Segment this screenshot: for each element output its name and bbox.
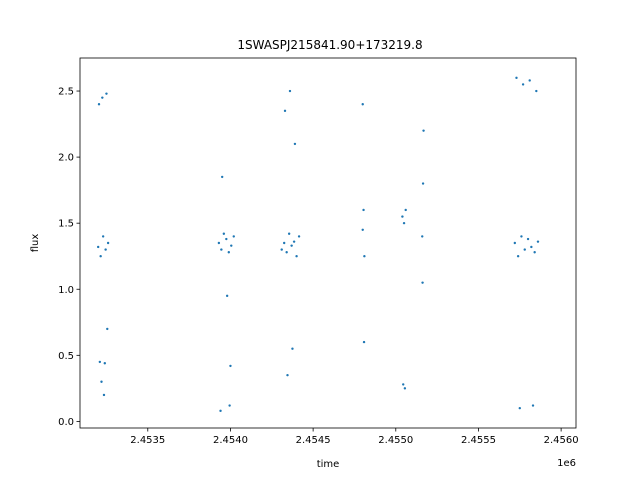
data-point xyxy=(101,235,105,238)
data-point xyxy=(105,92,108,95)
data-point xyxy=(535,89,538,93)
data-point xyxy=(516,255,520,258)
data-point xyxy=(219,409,222,413)
data-point xyxy=(291,347,294,350)
data-point xyxy=(100,380,103,383)
data-point xyxy=(295,255,298,258)
scatter-layer xyxy=(96,76,540,413)
data-point xyxy=(520,235,523,238)
data-point xyxy=(530,245,533,249)
data-point xyxy=(106,327,109,331)
y-tick-label: 0.0 xyxy=(58,417,74,428)
data-point xyxy=(528,79,531,82)
data-point xyxy=(422,129,425,132)
data-point xyxy=(104,248,107,251)
x-tick-label: 2.4545 xyxy=(296,435,331,446)
data-point xyxy=(421,235,424,238)
data-point xyxy=(518,406,521,410)
data-point xyxy=(225,294,229,298)
x-axis-ticks: 2.4535 2.4540 2.4545 2.4550 2.4555 2.4560 xyxy=(130,428,579,446)
x-tick-label: 2.4550 xyxy=(378,435,413,446)
data-point xyxy=(220,248,223,251)
data-point xyxy=(230,244,233,247)
data-point xyxy=(288,89,292,93)
data-point xyxy=(96,245,100,249)
data-point xyxy=(98,360,102,364)
x-axis-label: time xyxy=(317,459,340,470)
x-tick-label: 2.4535 xyxy=(130,435,165,446)
data-point xyxy=(106,241,110,245)
data-point xyxy=(220,175,224,179)
data-point xyxy=(280,248,283,251)
data-point xyxy=(287,232,291,235)
data-point xyxy=(421,182,425,185)
data-point xyxy=(362,208,365,212)
data-point xyxy=(103,362,107,365)
data-point xyxy=(285,251,288,254)
data-point xyxy=(286,373,289,377)
y-tick-label: 2.0 xyxy=(58,153,74,164)
data-point xyxy=(225,237,228,241)
x-tick-label: 2.4555 xyxy=(461,435,496,446)
data-point xyxy=(228,404,231,407)
data-point xyxy=(102,393,106,397)
data-point xyxy=(513,241,517,245)
data-point xyxy=(297,235,301,238)
data-point xyxy=(101,96,104,99)
plot-frame xyxy=(79,57,577,429)
data-point xyxy=(282,241,286,245)
data-point xyxy=(283,109,287,113)
data-point xyxy=(362,340,366,344)
data-point xyxy=(526,237,530,241)
data-point xyxy=(293,142,297,146)
x-axis-offset-label: 1e6 xyxy=(557,458,576,469)
y-axis-ticks: 0.0 0.5 1.0 1.5 2.0 2.5 xyxy=(58,87,80,428)
chart-title: 1SWASPJ215841.90+173219.8 xyxy=(237,38,422,52)
data-point xyxy=(402,383,405,386)
y-axis-label: flux xyxy=(30,234,41,253)
data-point xyxy=(523,248,526,251)
y-tick-label: 0.5 xyxy=(58,351,74,362)
data-point xyxy=(521,83,525,86)
data-point xyxy=(292,240,296,243)
x-tick-label: 2.4560 xyxy=(544,435,579,446)
data-point xyxy=(290,244,293,247)
data-point xyxy=(217,241,221,245)
data-point xyxy=(97,103,101,106)
data-point xyxy=(361,103,364,106)
data-point xyxy=(229,364,232,368)
data-point xyxy=(401,215,404,218)
data-point xyxy=(227,251,230,254)
data-point xyxy=(232,235,235,238)
y-tick-label: 1.0 xyxy=(58,285,74,296)
data-point xyxy=(533,251,536,254)
data-point xyxy=(515,76,518,80)
y-tick-label: 2.5 xyxy=(58,87,74,98)
data-point xyxy=(421,281,424,284)
data-point xyxy=(222,232,226,235)
x-tick-label: 2.4540 xyxy=(213,435,248,446)
data-point xyxy=(404,208,407,212)
data-point xyxy=(402,221,406,225)
data-point xyxy=(536,240,540,243)
plot-area xyxy=(80,58,576,428)
data-point xyxy=(403,387,407,390)
data-point xyxy=(363,255,366,258)
data-point xyxy=(361,228,364,231)
data-point xyxy=(531,404,535,407)
data-point xyxy=(99,255,102,258)
y-tick-label: 1.5 xyxy=(58,219,74,230)
